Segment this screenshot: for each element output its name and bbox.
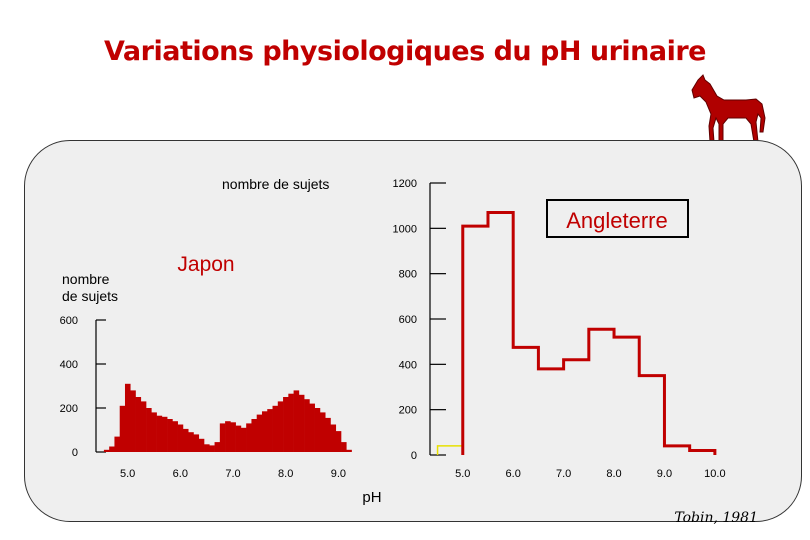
japon-bar — [293, 390, 300, 452]
japon-bar — [209, 445, 215, 452]
japon-x-tick-label: 8.0 — [278, 468, 293, 480]
angleterre-chart: 0 200 400 600 800 1000 1200 5.0 6.0 7.0 8.0 9.0 10.0… — [222, 176, 726, 480]
japon-bar — [151, 412, 157, 452]
japon-bar — [225, 421, 231, 452]
japon-bar — [314, 408, 321, 452]
japon-bar — [204, 444, 210, 452]
japon-y-tick-label: 0 — [72, 447, 78, 459]
angleterre-x-tick-label: 8.0 — [606, 468, 621, 480]
japon-bar — [277, 401, 284, 452]
japon-bar — [135, 397, 142, 452]
japon-bar — [256, 414, 263, 452]
angleterre-x-tick-label: 10.0 — [704, 468, 725, 480]
japon-bar — [156, 415, 163, 452]
japon-bar — [124, 383, 131, 452]
angleterre-x-tick-label: 9.0 — [657, 468, 672, 480]
angleterre-y-label: nombre de sujets — [222, 176, 329, 192]
japon-series-label: Japon — [177, 253, 234, 276]
source-citation: Tobin, 1981 — [674, 510, 758, 526]
japon-bar — [214, 442, 221, 452]
japon-bar — [109, 446, 115, 452]
japon-bar — [272, 405, 279, 452]
angleterre-y-tick-label: 400 — [399, 359, 417, 371]
japon-bar — [193, 434, 200, 452]
japon-bar — [198, 438, 205, 452]
angleterre-y-tick-label: 800 — [399, 269, 417, 281]
japon-bar — [172, 421, 178, 452]
japon-bar — [298, 394, 305, 452]
japon-bar — [119, 405, 126, 452]
japon-bar — [235, 425, 242, 452]
angleterre-label-box — [546, 199, 689, 238]
japon-bar — [161, 416, 168, 452]
japon-x-tick-label: 5.0 — [120, 468, 135, 480]
angleterre-baseline-segment — [436, 445, 463, 455]
japon-bar — [167, 419, 173, 452]
japon-bar — [283, 397, 289, 452]
angleterre-y-tick-label: 200 — [399, 405, 417, 417]
japon-bar — [240, 427, 247, 452]
japon-bar — [103, 449, 110, 452]
japon-bar — [330, 424, 337, 452]
page-title: Variations physiologiques du pH urinaire — [104, 36, 706, 67]
x-axis-label: pH — [362, 489, 381, 506]
japon-bar — [114, 436, 121, 452]
japon-y-tick-label: 400 — [60, 359, 78, 371]
japon-bar — [230, 422, 236, 452]
angleterre-y-tick-label: 600 — [399, 314, 417, 326]
japon-bar — [341, 442, 347, 452]
japon-bar — [319, 412, 326, 452]
japon-bar — [219, 423, 226, 452]
japon-y-tick-label: 200 — [60, 403, 78, 415]
japon-bar — [267, 409, 273, 452]
japon-bar — [182, 428, 189, 452]
japon-x-tick-label: 9.0 — [331, 468, 346, 480]
angleterre-x-tick-label: 6.0 — [506, 468, 521, 480]
angleterre-y-tick-label: 0 — [411, 450, 417, 462]
japon-bar — [304, 399, 310, 452]
angleterre-x-tick-label: 5.0 — [455, 468, 470, 480]
japon-bar — [130, 390, 136, 452]
japon-x-tick-label: 6.0 — [173, 468, 188, 480]
japon-y-label: nombre — [62, 271, 110, 287]
japon-y-tick-label: 600 — [60, 315, 78, 327]
japon-bar — [251, 419, 258, 452]
japon-bar — [335, 431, 342, 452]
japon-bar — [140, 401, 147, 452]
japon-bar — [309, 403, 315, 452]
japon-bar — [261, 411, 268, 452]
angleterre-y-tick-label: 1000 — [393, 223, 417, 235]
japon-bar — [146, 408, 152, 452]
angleterre-series-label: Angleterre — [566, 208, 668, 233]
japon-bar — [177, 424, 184, 452]
angleterre-y-tick-label: 1200 — [393, 178, 417, 190]
japon-x-tick-label: 7.0 — [225, 468, 240, 480]
japon-bar — [188, 432, 194, 452]
japon-bar — [346, 449, 352, 452]
japon-bar — [288, 393, 294, 452]
japon-y-label: de sujets — [62, 288, 118, 304]
angleterre-step-line — [461, 210, 717, 455]
japon-bar — [325, 417, 331, 452]
japon-bar — [246, 423, 252, 452]
angleterre-x-tick-label: 7.0 — [556, 468, 571, 480]
